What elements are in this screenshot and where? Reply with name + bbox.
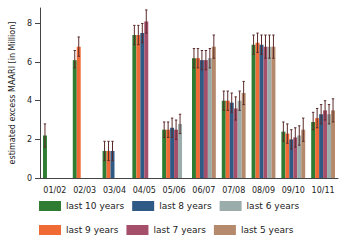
svg-text:8: 8 [27, 19, 32, 28]
svg-text:last 10 years: last 10 years [66, 201, 124, 211]
svg-text:last 6 years: last 6 years [247, 201, 300, 211]
svg-text:last 9 years: last 9 years [66, 225, 119, 235]
svg-text:05/06: 05/06 [163, 186, 186, 195]
svg-text:10/11: 10/11 [312, 186, 335, 195]
svg-text:09/10: 09/10 [282, 186, 305, 195]
svg-text:last 7 years: last 7 years [153, 225, 206, 235]
svg-text:4: 4 [27, 96, 32, 105]
svg-text:07/08: 07/08 [222, 186, 245, 195]
svg-text:estimated excess MAARI [in Mil: estimated excess MAARI [in Million] [8, 22, 17, 165]
svg-text:02/03: 02/03 [73, 186, 96, 195]
svg-text:03/04: 03/04 [103, 186, 126, 195]
svg-text:last 8 years: last 8 years [159, 201, 212, 211]
svg-text:0: 0 [27, 174, 32, 183]
svg-text:6: 6 [27, 58, 32, 67]
svg-text:08/09: 08/09 [252, 186, 275, 195]
svg-text:01/02: 01/02 [43, 186, 66, 195]
svg-text:2: 2 [27, 135, 32, 144]
svg-text:06/07: 06/07 [192, 186, 215, 195]
svg-text:04/05: 04/05 [133, 186, 156, 195]
svg-text:last 5 years: last 5 years [241, 225, 294, 235]
